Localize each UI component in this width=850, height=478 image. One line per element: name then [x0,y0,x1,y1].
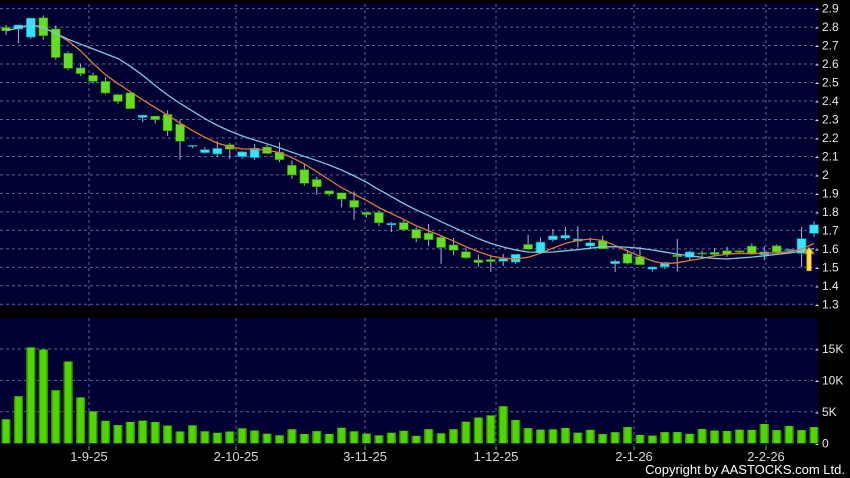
svg-text:2.9: 2.9 [822,2,839,16]
svg-text:-: - [815,20,819,34]
svg-text:1.3: 1.3 [822,297,839,311]
svg-text:1.9: 1.9 [822,186,839,200]
svg-text:1-12-25: 1-12-25 [474,449,519,464]
svg-text:2.5: 2.5 [822,76,839,90]
svg-text:-: - [815,57,819,71]
svg-text:5K: 5K [822,405,837,419]
svg-text:1.7: 1.7 [822,223,839,237]
svg-text:1.8: 1.8 [822,205,839,219]
svg-text:3-11-25: 3-11-25 [343,449,387,464]
svg-text:2.2: 2.2 [822,131,839,145]
svg-text:1.4: 1.4 [822,279,839,293]
svg-text:2.6: 2.6 [822,57,839,71]
svg-text:15K: 15K [822,342,843,356]
svg-text:-: - [815,94,819,108]
svg-text:-: - [815,297,819,311]
svg-text:-: - [815,39,819,53]
svg-text:-: - [815,131,819,145]
svg-text:-: - [815,150,819,164]
svg-text:-: - [815,342,819,356]
svg-text:-: - [815,168,819,182]
svg-text:10K: 10K [822,373,843,387]
svg-text:2-10-25: 2-10-25 [214,449,259,464]
svg-text:-: - [815,76,819,90]
svg-text:2: 2 [822,168,829,182]
svg-text:-: - [815,186,819,200]
svg-text:-: - [815,2,819,16]
svg-text:-: - [815,260,819,274]
svg-text:-: - [815,242,819,256]
svg-text:-: - [815,205,819,219]
svg-text:2.1: 2.1 [822,150,839,164]
svg-text:2.3: 2.3 [822,113,839,127]
svg-text:Copyright by AASTOCKS.com Ltd.: Copyright by AASTOCKS.com Ltd. [645,462,845,477]
svg-text:2.8: 2.8 [822,20,839,34]
svg-text:2.7: 2.7 [822,39,839,53]
svg-text:-: - [815,279,819,293]
svg-text:1.5: 1.5 [822,260,839,274]
svg-text:1.6: 1.6 [822,242,839,256]
svg-text:-: - [815,113,819,127]
svg-text:1-9-25: 1-9-25 [70,449,108,464]
svg-text:2.4: 2.4 [822,94,839,108]
svg-text:-: - [815,405,819,419]
svg-text:0: 0 [822,436,829,450]
svg-text:-: - [815,373,819,387]
